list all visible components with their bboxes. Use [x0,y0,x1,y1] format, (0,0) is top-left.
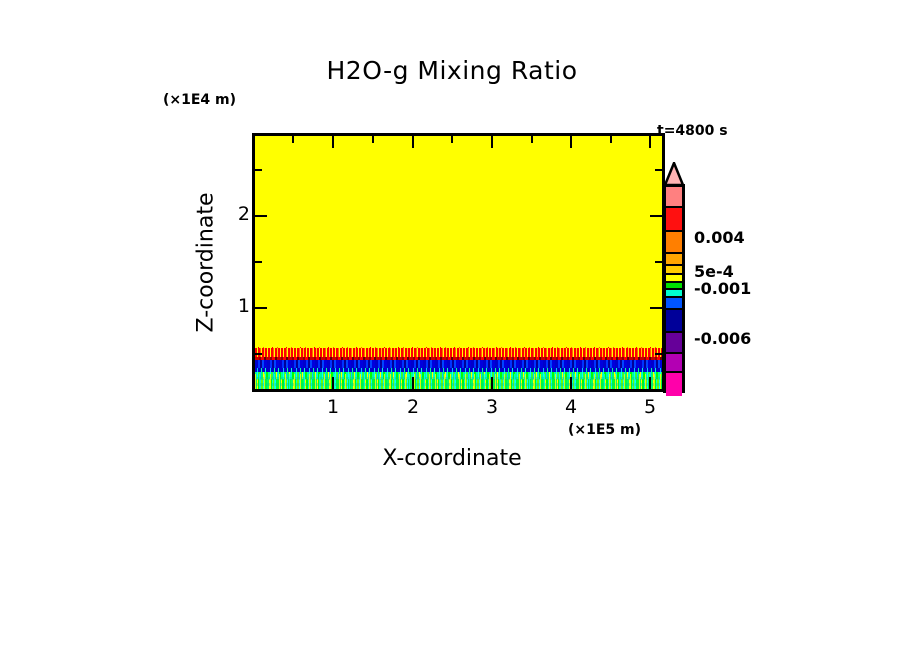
colorbar-segment-cyan [666,290,682,298]
y-tick-major-2 [255,215,267,217]
field-band-positive-core [255,357,662,360]
y-tick-minor-b [255,261,262,263]
y-tick-right-2 [650,215,662,217]
y-tick-minor-a [255,169,262,171]
colorbar-segment-magenta [666,373,682,396]
y-tick-right-1 [650,307,662,309]
x-tick-major-4 [570,377,572,389]
y-axis-title: Z-coordinate [193,172,219,352]
colorbar-segment-blue [666,298,682,310]
chart-title: H2O-g Mixing Ratio [326,56,578,85]
field-background [255,136,662,389]
field-band-negative-fringe [255,368,662,373]
x-tick-top-1 [332,136,334,148]
x-tick-major-1 [332,377,334,389]
x-tick-major-2 [412,377,414,389]
heatmap-field [255,136,662,389]
x-tick-top-3 [491,136,493,148]
time-annotation: t=4800 s [657,123,728,139]
colorbar-segment-amber [666,254,682,266]
x-tick-top-5 [649,136,651,148]
colorbar [663,184,685,396]
x-tick-major-5 [649,377,651,389]
y-tick-right-minor-c [655,353,662,355]
x-tick-label-4: 4 [564,396,578,418]
x-tick-minor-top-d [531,136,533,143]
colorbar-segment-yellow [666,275,682,283]
x-axis-title: X-coordinate [382,446,522,471]
colorbar-segment-red [666,208,682,232]
colorbar-segment-green [666,283,682,290]
field-band-speckle-overlay [255,374,662,389]
colorbar-segment-magenta-purple [666,354,682,373]
field-band-positive [255,348,662,358]
colorbar-segment-navy [666,310,682,333]
x-axis-unit-label: (×1E5 m) [568,422,642,438]
colorbar-tick-label-2: -0.001 [694,279,752,298]
x-tick-label-1: 1 [326,396,340,418]
x-tick-top-4 [570,136,572,148]
field-band-negative [255,360,662,369]
y-tick-label-2: 2 [237,203,250,225]
y-axis-title-text: Z-coordinate [193,192,219,333]
colorbar-segment-salmon [666,187,682,208]
colorbar-tick-label-0: 0.004 [694,228,745,247]
x-tick-minor-top-a [292,136,294,143]
y-tick-major-1 [255,307,267,309]
x-tick-minor-top-e [610,136,612,143]
colorbar-segment-purple [666,333,682,354]
y-axis-unit-label: (×1E4 m) [163,92,237,108]
y-tick-minor-c [255,353,262,355]
y-tick-right-minor-b [655,261,662,263]
x-tick-major-3 [491,377,493,389]
x-tick-label-5: 5 [643,396,657,418]
y-tick-label-1: 1 [237,295,250,317]
colorbar-segment-orange [666,232,682,254]
colorbar-tick-label-1: 5e-4 [694,262,734,281]
x-tick-minor-top-b [372,136,374,143]
colorbar-over-range-arrow [663,159,685,187]
x-tick-label-2: 2 [406,396,420,418]
colorbar-tick-label-3: -0.006 [694,329,752,348]
colorbar-segment-gold [666,266,682,275]
x-tick-label-3: 3 [485,396,499,418]
y-tick-right-minor-a [655,169,662,171]
x-tick-minor-top-c [451,136,453,143]
plot-area [252,133,665,392]
x-tick-top-2 [412,136,414,148]
